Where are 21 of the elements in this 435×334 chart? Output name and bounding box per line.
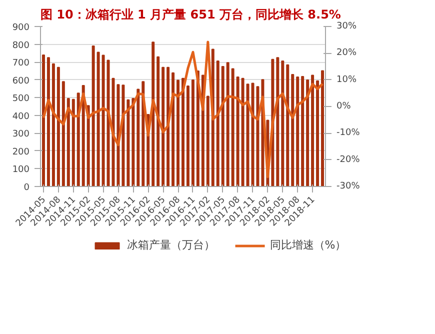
y2-tick-label: 30% bbox=[336, 22, 357, 32]
y2-tick-label: 10% bbox=[336, 74, 357, 85]
line-series bbox=[42, 40, 324, 178]
y2-tick-label: 0% bbox=[336, 102, 352, 112]
y2-tick-label: -10% bbox=[336, 128, 360, 138]
y-tick-label: 400 bbox=[12, 112, 30, 122]
y2-tick-label: -30% bbox=[336, 182, 360, 192]
y-tick-label: 500 bbox=[12, 94, 30, 104]
chart-title: 图 10：冰箱行业 1 月产量 651 万台，同比增长 8.5% bbox=[40, 8, 341, 22]
y-tick-label: 100 bbox=[12, 165, 30, 176]
y2-tick-label: 20% bbox=[336, 48, 357, 58]
y-tick-label: 200 bbox=[12, 147, 30, 158]
y-tick-label: 0 bbox=[24, 183, 30, 193]
y-tick-label: 800 bbox=[12, 40, 30, 51]
y-tick-label: 600 bbox=[12, 76, 30, 86]
legend-label: 冰箱产量（万台） bbox=[126, 238, 215, 252]
y-tick-label: 300 bbox=[12, 130, 30, 140]
y-tick-label: 700 bbox=[12, 58, 30, 69]
y2-tick-label: -20% bbox=[336, 154, 360, 165]
legend-label: 同比增速（%） bbox=[270, 238, 346, 252]
y-tick-label: 900 bbox=[12, 23, 30, 33]
